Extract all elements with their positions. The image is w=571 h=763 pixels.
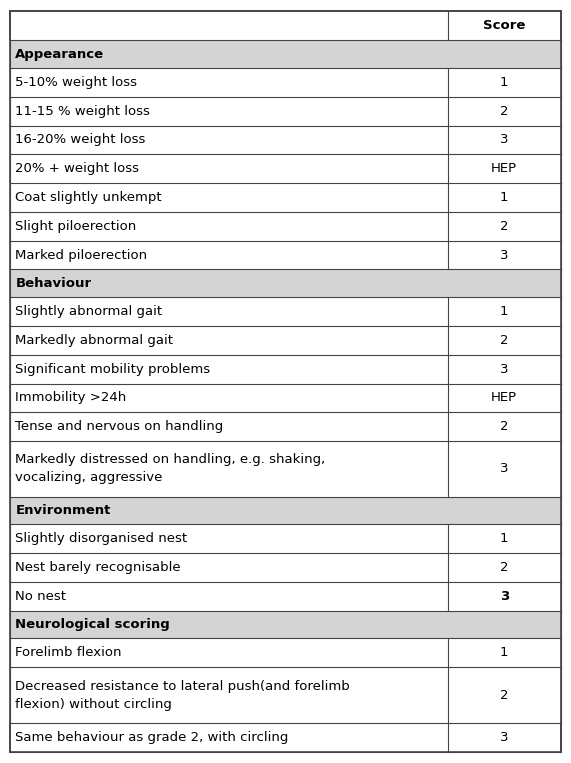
Text: 2: 2 [500, 220, 509, 233]
Bar [10, 610, 561, 639]
Text: Forelimb flexion: Forelimb flexion [15, 646, 122, 659]
Text: HEP: HEP [491, 163, 517, 175]
Text: Score: Score [483, 19, 525, 32]
Text: Slightly disorganised nest: Slightly disorganised nest [15, 533, 187, 546]
Text: 16-20% weight loss: 16-20% weight loss [15, 134, 146, 146]
Text: Appearance: Appearance [15, 47, 104, 60]
Text: Marked piloerection: Marked piloerection [15, 249, 147, 262]
Text: Slightly abnormal gait: Slightly abnormal gait [15, 305, 162, 318]
Text: 5-10% weight loss: 5-10% weight loss [15, 76, 137, 89]
Text: Significant mobility problems: Significant mobility problems [15, 362, 210, 375]
Text: 3: 3 [500, 731, 509, 744]
Bar [10, 639, 561, 668]
Text: Decreased resistance to lateral push(and forelimb
flexion) without circling: Decreased resistance to lateral push(and… [15, 680, 350, 710]
Text: 1: 1 [500, 533, 509, 546]
Bar [10, 723, 561, 752]
Bar [10, 11, 561, 40]
Bar [10, 412, 561, 441]
Text: Behaviour: Behaviour [15, 277, 91, 290]
Text: Environment: Environment [15, 504, 111, 517]
Bar [10, 441, 561, 497]
Text: 3: 3 [500, 134, 509, 146]
Text: 1: 1 [500, 305, 509, 318]
Bar [10, 269, 561, 298]
Bar [10, 326, 561, 355]
Bar [10, 97, 561, 126]
Text: 1: 1 [500, 191, 509, 204]
Text: 3: 3 [500, 249, 509, 262]
Text: Markedly abnormal gait: Markedly abnormal gait [15, 334, 173, 347]
Text: Coat slightly unkempt: Coat slightly unkempt [15, 191, 162, 204]
Text: 3: 3 [500, 590, 509, 603]
Text: 3: 3 [500, 462, 509, 475]
Bar [10, 497, 561, 524]
Text: 2: 2 [500, 334, 509, 347]
Bar [10, 183, 561, 212]
Bar [10, 126, 561, 154]
Text: 2: 2 [500, 105, 509, 118]
Text: Nest barely recognisable: Nest barely recognisable [15, 561, 181, 574]
Text: Markedly distressed on handling, e.g. shaking,
vocalizing, aggressive: Markedly distressed on handling, e.g. sh… [15, 453, 325, 485]
Text: 2: 2 [500, 561, 509, 574]
Bar [10, 212, 561, 240]
Bar [10, 40, 561, 68]
Text: 20% + weight loss: 20% + weight loss [15, 163, 139, 175]
Text: Neurological scoring: Neurological scoring [15, 618, 170, 631]
Text: Slight piloerection: Slight piloerection [15, 220, 136, 233]
Bar [10, 582, 561, 610]
Text: 1: 1 [500, 76, 509, 89]
Bar [10, 154, 561, 183]
Text: No nest: No nest [15, 590, 66, 603]
Text: 2: 2 [500, 688, 509, 701]
Text: 3: 3 [500, 362, 509, 375]
Bar [10, 668, 561, 723]
Text: HEP: HEP [491, 391, 517, 404]
Bar [10, 384, 561, 412]
Bar [10, 524, 561, 553]
Text: Same behaviour as grade 2, with circling: Same behaviour as grade 2, with circling [15, 731, 289, 744]
Bar [10, 355, 561, 384]
Text: 1: 1 [500, 646, 509, 659]
Text: 2: 2 [500, 420, 509, 433]
Bar [10, 553, 561, 582]
Text: 11-15 % weight loss: 11-15 % weight loss [15, 105, 150, 118]
Text: Immobility >24h: Immobility >24h [15, 391, 127, 404]
Bar [10, 68, 561, 97]
Bar [10, 298, 561, 326]
Bar [10, 240, 561, 269]
Text: Tense and nervous on handling: Tense and nervous on handling [15, 420, 223, 433]
